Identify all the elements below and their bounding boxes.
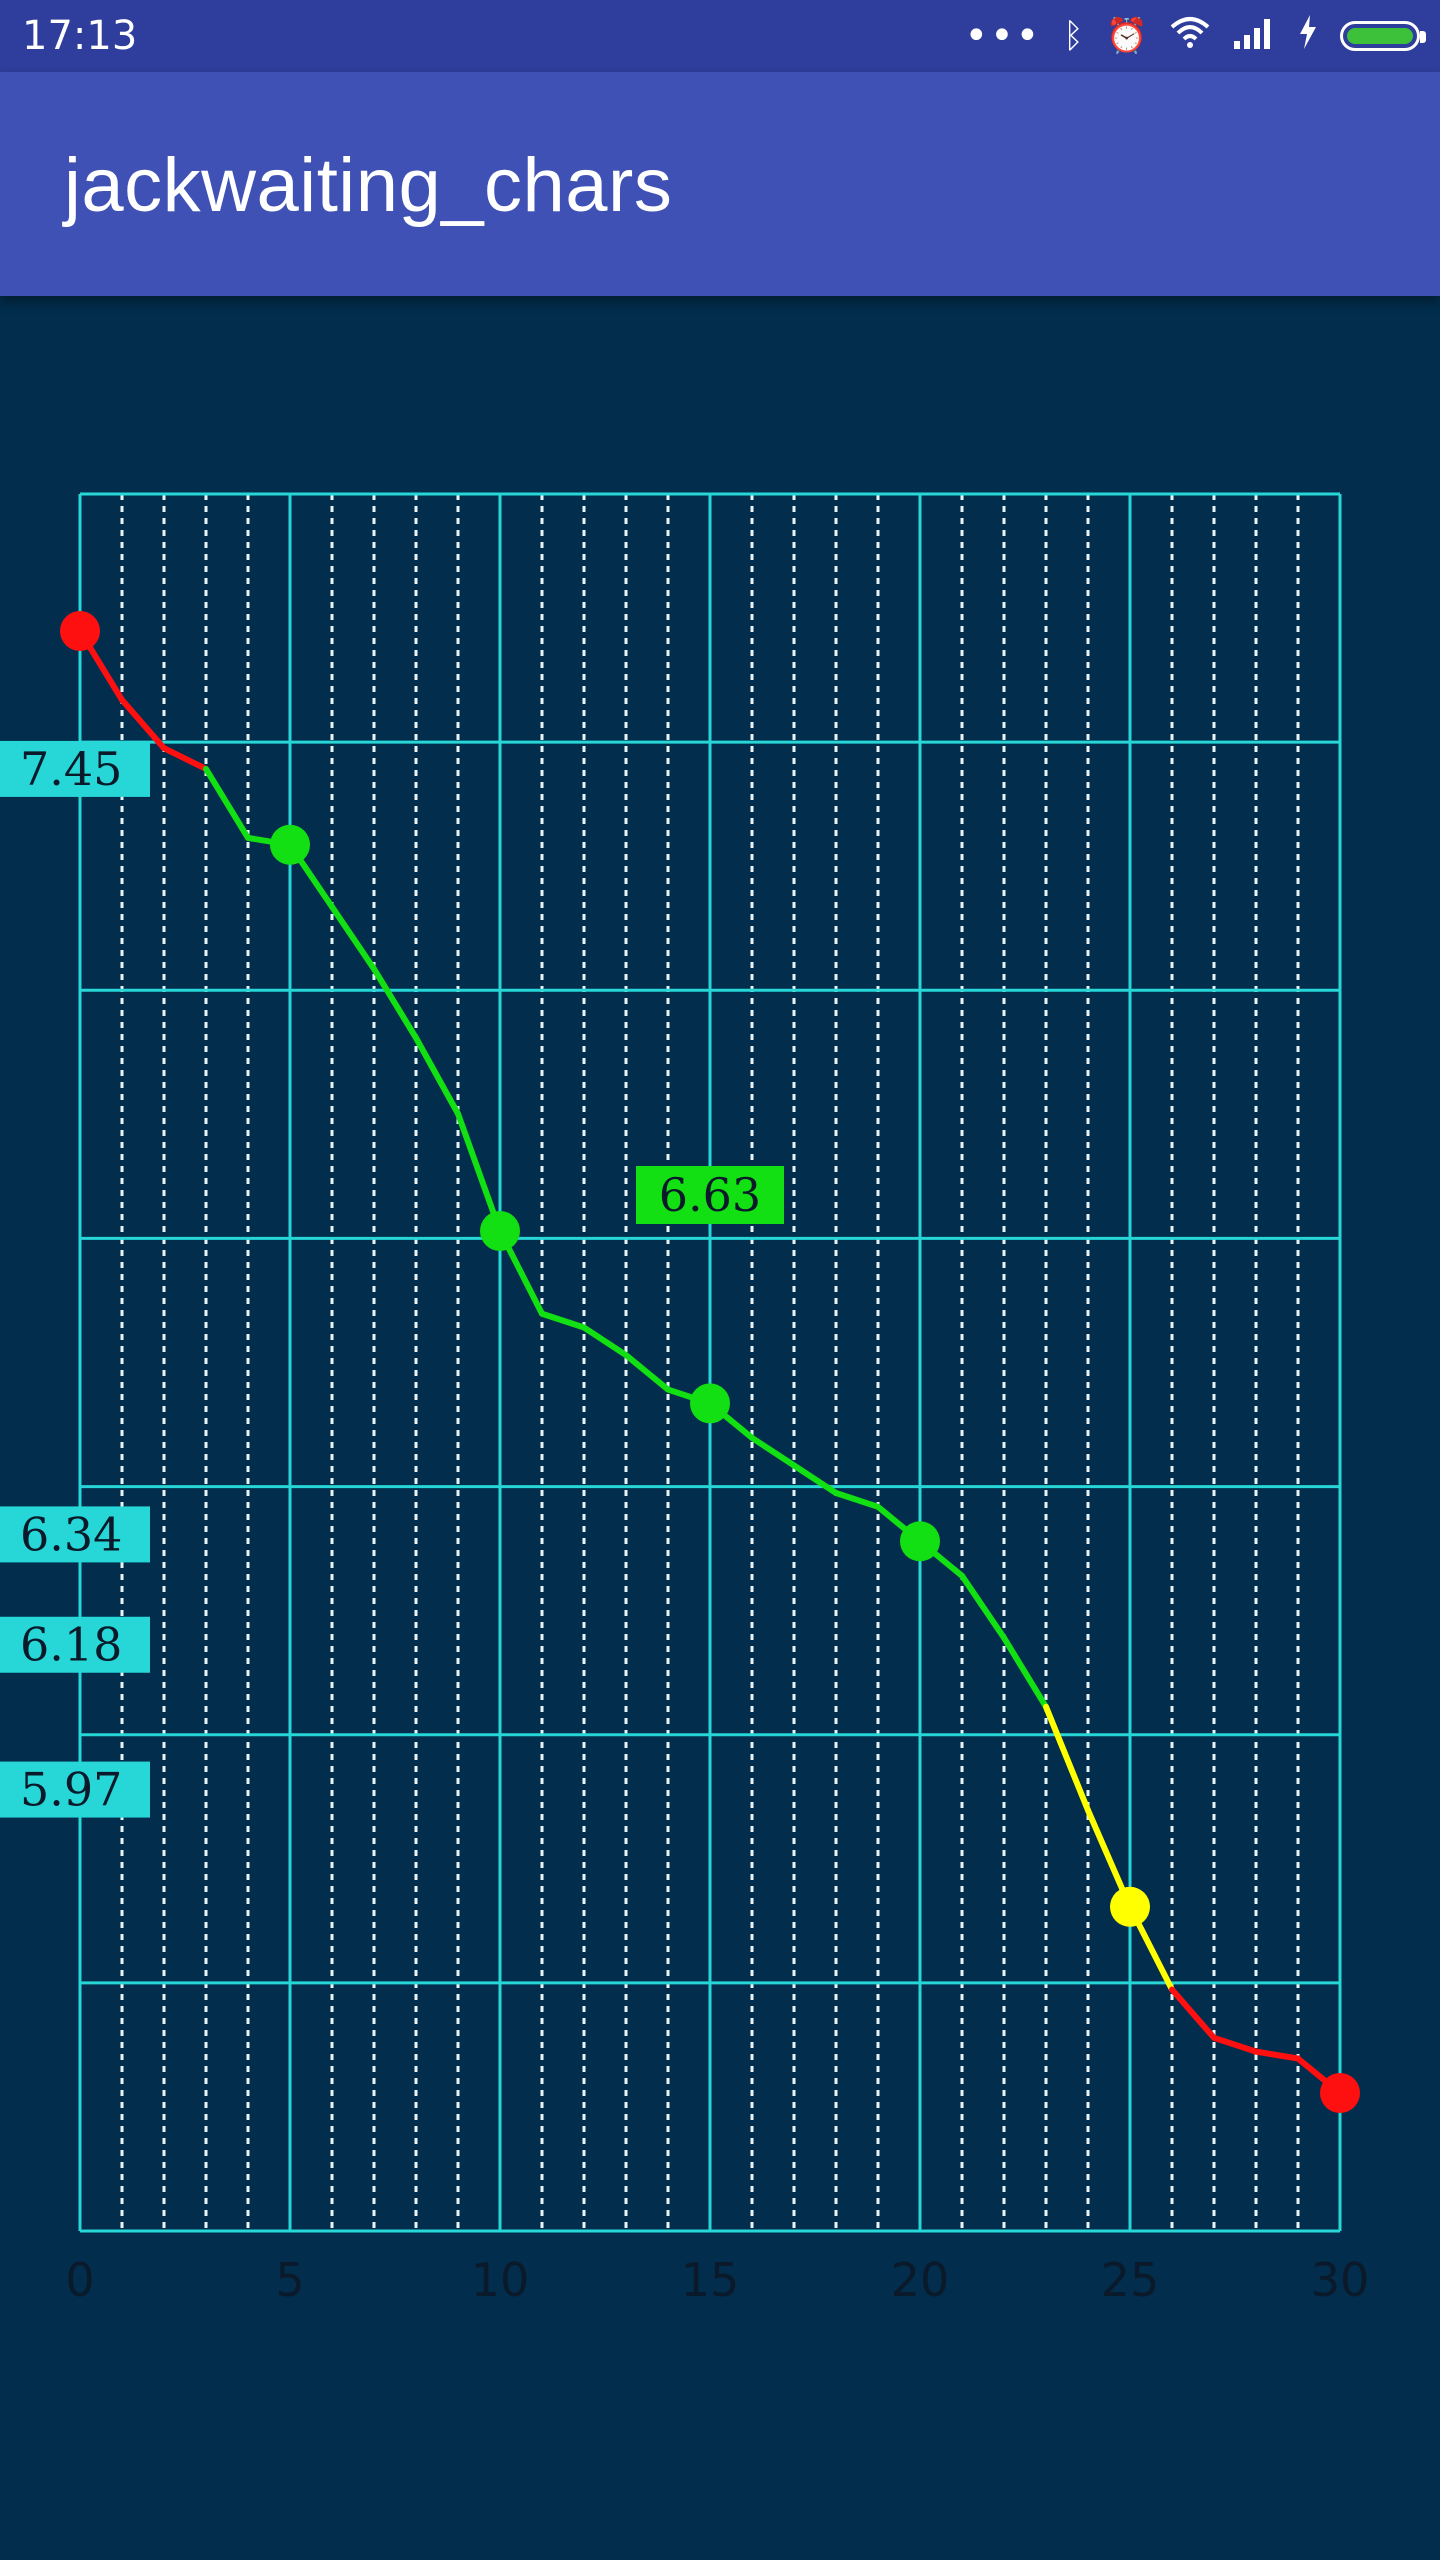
x-tick-label: 25 (1101, 2253, 1160, 2307)
series-line-segment (749, 1434, 797, 1469)
line-chart: 7.45 6.34 6.18 5.97 6.63 0 5 10 15 20 25 30 (0, 492, 1370, 2307)
series-line-segment (371, 965, 419, 1041)
series-line-segment (1169, 1986, 1217, 2041)
signal-icon (1232, 15, 1276, 58)
y-value-label-bg (0, 1616, 150, 1673)
y-value-label-bg (0, 1761, 150, 1818)
series-line-segment (1253, 2048, 1301, 2062)
series-line-segment (161, 745, 209, 772)
x-tick-label: 0 (65, 2253, 94, 2307)
series-line-segment (623, 1352, 671, 1393)
callout-label-bg (636, 1166, 784, 1224)
y-value-label: 6.18 (20, 1618, 122, 1672)
status-icons: ••• ᛒ ⏰ (964, 12, 1426, 60)
bluetooth-icon: ᛒ (1063, 16, 1084, 56)
app-title: jackwaiting_chars (64, 143, 673, 228)
wifi-icon (1170, 15, 1210, 58)
callout-label: 6.63 (659, 1168, 761, 1222)
series-line-segment (1211, 2034, 1259, 2055)
y-value-label: 7.45 (20, 742, 122, 796)
series-line-segment (791, 1462, 839, 1497)
data-point (900, 1521, 940, 1562)
y-value-label: 5.97 (20, 1763, 122, 1817)
data-point (1320, 2073, 1360, 2113)
x-tick-label: 15 (681, 2253, 740, 2307)
series-line-segment (119, 696, 167, 752)
series-line-segment (1043, 1703, 1091, 1814)
data-point (60, 611, 100, 651)
series-line-segment (959, 1572, 1007, 1641)
series-line-segment (581, 1324, 629, 1359)
status-bar: 17:13 ••• ᛒ ⏰ (0, 0, 1440, 72)
series-line-segment (329, 903, 377, 972)
y-value-label: 6.34 (20, 1507, 122, 1561)
x-tick-label: 20 (891, 2253, 950, 2307)
battery-icon (1340, 21, 1426, 51)
series-line-segment (455, 1110, 503, 1234)
y-value-label-bg (0, 1506, 150, 1563)
status-time: 17:13 (22, 13, 138, 59)
y-value-label-bg (0, 740, 150, 797)
app-bar: jackwaiting_chars (0, 72, 1440, 296)
series-line-segment (833, 1490, 881, 1510)
series-line-segment (1001, 1634, 1049, 1710)
x-tick-label: 30 (1311, 2253, 1370, 2307)
data-point (480, 1210, 520, 1251)
chart-area: 7.45 6.34 6.18 5.97 6.63 0 5 10 15 20 25 30 (0, 296, 1440, 2560)
more-dots-icon: ••• (964, 13, 1042, 59)
series-line-segment (413, 1034, 461, 1117)
alarm-icon: ⏰ (1105, 16, 1148, 56)
x-tick-label: 10 (471, 2253, 530, 2307)
charging-icon (1298, 14, 1318, 58)
data-point (1110, 1886, 1150, 1927)
data-point (690, 1383, 730, 1424)
data-point (270, 824, 310, 865)
series-line-segment (203, 765, 251, 841)
x-tick-label: 5 (275, 2253, 304, 2307)
series-line-segment (539, 1310, 587, 1331)
